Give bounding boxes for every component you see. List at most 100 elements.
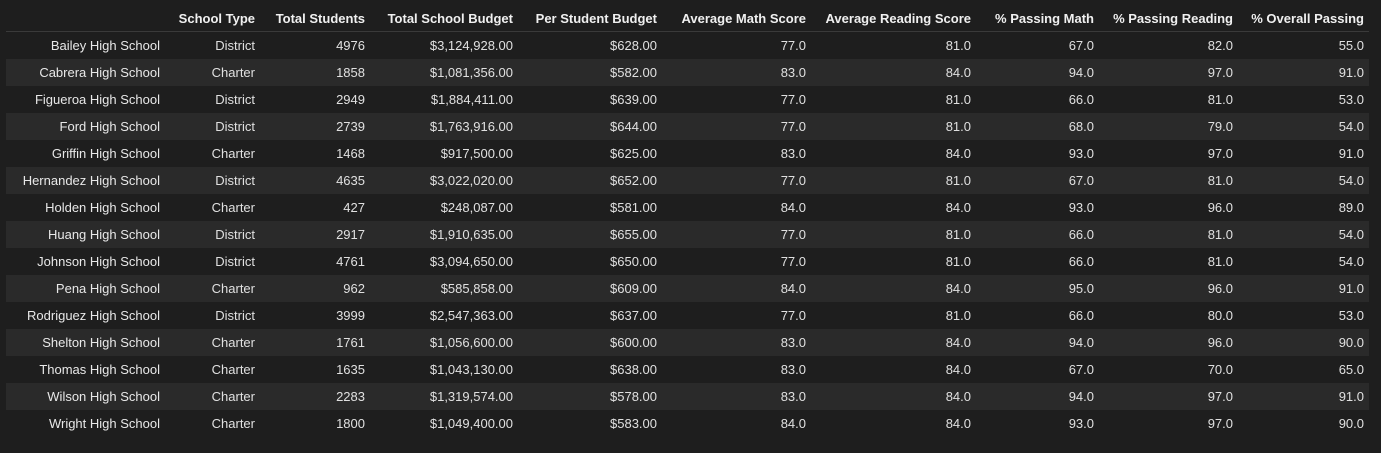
total-students-cell: 427 <box>343 200 365 215</box>
per-student-budget-cell: $583.00 <box>610 416 657 431</box>
average-math-score-cell: 83.0 <box>780 335 806 350</box>
school-type-cell: Charter <box>211 200 255 215</box>
school-type-cell: Charter <box>211 335 255 350</box>
overall-passing-cell: 91.0 <box>1338 65 1364 80</box>
total-students-cell: 2739 <box>336 119 365 134</box>
average-reading-score-cell: 84.0 <box>945 281 971 296</box>
overall-passing-cell: 53.0 <box>1338 92 1364 107</box>
per-student-budget-cell: $581.00 <box>610 200 657 215</box>
per-student-budget-cell: $644.00 <box>610 119 657 134</box>
column-header-passing-reading: % Passing Reading <box>1099 7 1238 32</box>
overall-passing-cell: 89.0 <box>1338 200 1364 215</box>
total-school-budget-cell: $3,124,928.00 <box>429 38 513 53</box>
total-school-budget-cell: $1,910,635.00 <box>429 227 513 242</box>
passing-math-cell: 94.0 <box>1068 335 1094 350</box>
passing-reading-cell: 96.0 <box>1207 200 1233 215</box>
per-student-budget-cell: $578.00 <box>610 389 657 404</box>
column-header-school-type: School Type <box>165 7 260 32</box>
school-type-cell: Charter <box>211 362 255 377</box>
overall-passing-cell: 54.0 <box>1338 119 1364 134</box>
table-row: Johnson High School District 4761 $3,094,65… <box>6 248 1369 275</box>
per-student-budget-cell: $628.00 <box>610 38 657 53</box>
average-math-score-cell: 84.0 <box>780 281 806 296</box>
total-school-budget-cell: $585,858.00 <box>440 281 513 296</box>
column-header-average-math-score: Average Math Score <box>662 7 811 32</box>
per-student-budget-cell: $637.00 <box>610 308 657 323</box>
table-row: Thomas High School Charter 1635 $1,043,130.… <box>6 356 1369 383</box>
table-header: School Type Total Students Total School … <box>6 7 1369 32</box>
average-reading-score-cell: 81.0 <box>945 308 971 323</box>
row-label-school-name: Thomas High School <box>39 362 160 377</box>
school-type-cell: Charter <box>211 65 255 80</box>
column-header-per-student-budget: Per Student Budget <box>518 7 662 32</box>
row-label-school-name: Pena High School <box>55 281 160 296</box>
per-student-budget-cell: $639.00 <box>610 92 657 107</box>
column-header-average-reading-score: Average Reading Score <box>811 7 976 32</box>
passing-reading-cell: 97.0 <box>1207 146 1233 161</box>
total-students-cell: 962 <box>343 281 365 296</box>
overall-passing-cell: 53.0 <box>1338 308 1364 323</box>
total-school-budget-cell: $1,763,916.00 <box>429 119 513 134</box>
passing-reading-cell: 97.0 <box>1207 416 1233 431</box>
total-school-budget-cell: $2,547,363.00 <box>429 308 513 323</box>
passing-reading-cell: 81.0 <box>1207 227 1233 242</box>
row-label-school-name: Griffin High School <box>51 146 160 161</box>
dataframe-output: School Type Total Students Total School … <box>6 7 1369 437</box>
school-summary-table: School Type Total Students Total School … <box>6 7 1369 437</box>
school-type-cell: District <box>215 227 255 242</box>
table-row: Ford High School District 2739 $1,763,916.0… <box>6 113 1369 140</box>
row-label-school-name: Wright High School <box>48 416 160 431</box>
total-school-budget-cell: $3,022,020.00 <box>429 173 513 188</box>
school-type-cell: District <box>215 92 255 107</box>
row-label-school-name: Johnson High School <box>37 254 160 269</box>
average-reading-score-cell: 84.0 <box>945 416 971 431</box>
per-student-budget-cell: $609.00 <box>610 281 657 296</box>
header-row: School Type Total Students Total School … <box>6 7 1369 32</box>
average-reading-score-cell: 84.0 <box>945 146 971 161</box>
average-reading-score-cell: 84.0 <box>945 362 971 377</box>
row-label-school-name: Wilson High School <box>47 389 160 404</box>
row-label-school-name: Huang High School <box>47 227 160 242</box>
passing-reading-cell: 82.0 <box>1207 38 1233 53</box>
average-reading-score-cell: 84.0 <box>945 389 971 404</box>
per-student-budget-cell: $652.00 <box>610 173 657 188</box>
total-students-cell: 1635 <box>336 362 365 377</box>
total-school-budget-cell: $1,884,411.00 <box>430 92 513 107</box>
passing-reading-cell: 79.0 <box>1207 119 1233 134</box>
row-label-school-name: Rodriguez High School <box>27 308 160 323</box>
average-math-score-cell: 83.0 <box>780 362 806 377</box>
average-math-score-cell: 83.0 <box>780 146 806 161</box>
overall-passing-cell: 65.0 <box>1338 362 1364 377</box>
table-row: Huang High School District 2917 $1,910,635.… <box>6 221 1369 248</box>
overall-passing-cell: 54.0 <box>1338 254 1364 269</box>
row-label-school-name: Shelton High School <box>42 335 160 350</box>
overall-passing-cell: 91.0 <box>1338 281 1364 296</box>
row-label-school-name: Bailey High School <box>50 38 160 53</box>
total-school-budget-cell: $917,500.00 <box>440 146 513 161</box>
school-type-cell: District <box>215 254 255 269</box>
average-math-score-cell: 77.0 <box>780 227 806 242</box>
average-math-score-cell: 77.0 <box>780 308 806 323</box>
average-reading-score-cell: 81.0 <box>945 173 971 188</box>
passing-reading-cell: 96.0 <box>1207 281 1233 296</box>
row-label-school-name: Figueroa High School <box>34 92 160 107</box>
table-row: Wright High School Charter 1800 $1,049,400.… <box>6 410 1369 437</box>
total-school-budget-cell: $1,056,600.00 <box>429 335 513 350</box>
total-students-cell: 1800 <box>336 416 365 431</box>
total-students-cell: 2949 <box>336 92 365 107</box>
passing-math-cell: 67.0 <box>1068 38 1094 53</box>
total-school-budget-cell: $1,319,574.00 <box>429 389 513 404</box>
school-type-cell: Charter <box>211 281 255 296</box>
school-type-cell: Charter <box>211 416 255 431</box>
average-math-score-cell: 84.0 <box>780 416 806 431</box>
average-reading-score-cell: 84.0 <box>945 200 971 215</box>
average-math-score-cell: 77.0 <box>780 38 806 53</box>
overall-passing-cell: 54.0 <box>1338 227 1364 242</box>
average-math-score-cell: 77.0 <box>780 119 806 134</box>
table-row: Pena High School Charter 962 $585,858.00 $60… <box>6 275 1369 302</box>
total-students-cell: 4635 <box>336 173 365 188</box>
per-student-budget-cell: $582.00 <box>610 65 657 80</box>
average-math-score-cell: 83.0 <box>780 65 806 80</box>
school-type-cell: District <box>215 38 255 53</box>
passing-math-cell: 66.0 <box>1068 254 1094 269</box>
